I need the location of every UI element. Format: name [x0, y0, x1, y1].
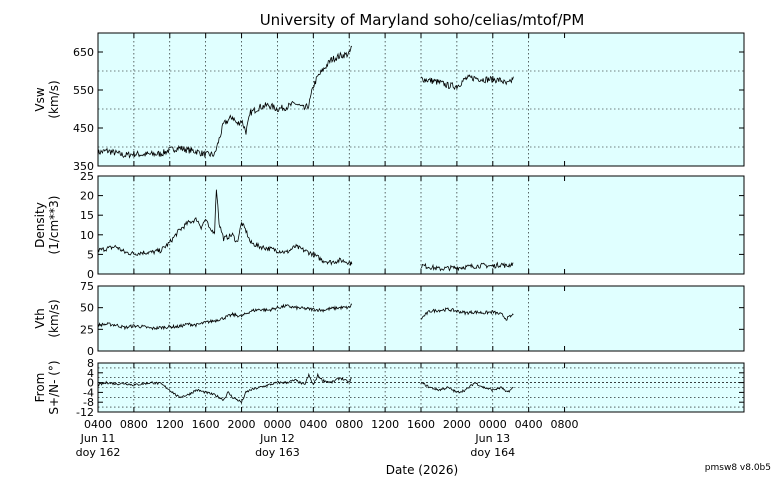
y-tick-label: -8: [83, 396, 94, 409]
series-line-vth-0: [97, 303, 352, 331]
y-axis-label-line: Vsw: [33, 87, 47, 111]
y-tick-label: 10: [80, 229, 94, 242]
x-tick-label: 1600: [192, 418, 220, 431]
y-tick-label: 650: [73, 46, 94, 59]
y-tick-label: 8: [87, 357, 94, 370]
x-tick-label: 0400: [515, 418, 543, 431]
y-axis-label: Vsw(km/s): [33, 80, 61, 118]
x-tick-label: 0800: [335, 418, 363, 431]
y-axis-label-line: Density: [33, 202, 47, 248]
x-tick-label: 1200: [371, 418, 399, 431]
chart-title: University of Maryland soho/celias/mtof/…: [260, 11, 585, 29]
panel-density: 0 5 10 15 20 25 Density(1/cm**3): [33, 170, 745, 281]
panel-background: [98, 33, 744, 166]
y-axis-label: Vth(km/s): [33, 299, 61, 337]
x-tick-label: 0800: [551, 418, 579, 431]
y-tick-label: 4: [87, 367, 94, 380]
x-tick-date-label: Jun 11: [80, 432, 116, 445]
panel-frame: [97, 362, 745, 413]
panel-frame: [97, 285, 745, 352]
y-axis-label-line: (km/s): [47, 299, 61, 337]
y-axis-label-line: (km/s): [47, 80, 61, 118]
x-tick-date-label: Jun 13: [474, 432, 510, 445]
y-axis-label: FromS+/N- (°): [33, 360, 61, 414]
y-axis-label-line: S+/N- (°): [47, 360, 61, 414]
x-tick-date-label: doy 163: [255, 446, 300, 459]
version-footer: pmsw8 v8.0b5: [705, 463, 771, 473]
x-tick-label: 0400: [299, 418, 327, 431]
y-tick-label: -12: [76, 406, 94, 419]
series-line-vsw-0: [97, 45, 352, 159]
y-axis-label: Density(1/cm**3): [33, 196, 61, 255]
x-tick-label: 1200: [156, 418, 184, 431]
y-tick-label: 350: [73, 160, 94, 173]
x-tick-label: 0000: [263, 418, 291, 431]
series-line-density-0: [97, 189, 353, 266]
x-tick-label: 0400: [84, 418, 112, 431]
y-tick-label: 25: [80, 170, 94, 183]
y-tick-label: 0: [87, 345, 94, 358]
y-axis-label-line: Vth: [33, 308, 47, 329]
x-tick-label: 2000: [228, 418, 256, 431]
x-tick-label: 0000: [479, 418, 507, 431]
x-tick-label: 2000: [443, 418, 471, 431]
panel-vsw: 350 450 550 650 Vsw(km/s): [33, 32, 745, 173]
x-tick-date-label: doy 162: [76, 446, 121, 459]
y-tick-label: 20: [80, 190, 94, 203]
x-tick-label: 1600: [407, 418, 435, 431]
y-tick-label: 0: [87, 377, 94, 390]
y-tick-label: 550: [73, 84, 94, 97]
y-axis-label-line: (1/cm**3): [47, 196, 61, 255]
y-tick-label: 15: [80, 209, 94, 222]
y-tick-label: 5: [87, 248, 94, 261]
chart-panels: 350450550650Vsw(km/s)0510152025Density(1…: [33, 32, 745, 419]
y-tick-label: 50: [80, 302, 94, 315]
y-tick-label: 25: [80, 323, 94, 336]
series-line-vth-1: [420, 307, 514, 321]
series-line-vsw-1: [420, 74, 514, 91]
series-line-from-0: [98, 372, 353, 404]
x-tick-date-label: Jun 12: [259, 432, 295, 445]
panel-vth: 0 25 50 75 Vth(km/s): [33, 280, 745, 358]
y-tick-label: 0: [87, 268, 94, 281]
x-tick-label: 0800: [120, 418, 148, 431]
x-axis-label: Date (2026): [386, 463, 458, 477]
series-line-from-1: [420, 381, 514, 394]
panel-frame: [97, 32, 745, 167]
x-tick-date-label: doy 164: [470, 446, 515, 459]
series-line-density-1: [421, 261, 514, 272]
y-axis-label-line: From: [33, 373, 47, 403]
y-tick-label: 450: [73, 122, 94, 135]
y-tick-label: -4: [83, 386, 94, 399]
panel-frame: [97, 175, 745, 275]
y-tick-label: 75: [80, 280, 94, 293]
